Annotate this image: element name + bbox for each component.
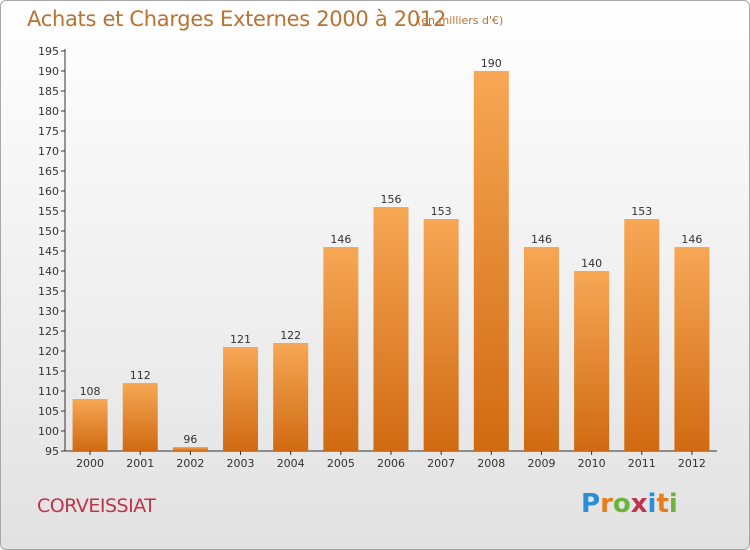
x-tick-label: 2009 xyxy=(527,457,555,470)
logo-letter: t xyxy=(656,489,669,519)
y-tick-label: 140 xyxy=(38,265,59,278)
bar xyxy=(223,347,259,451)
bars xyxy=(72,71,710,451)
x-tick-label: 2005 xyxy=(327,457,355,470)
y-tick-label: 175 xyxy=(38,125,59,138)
y-tick-label: 130 xyxy=(38,305,59,318)
x-axis: 2000 2001 2002 2003 2004 2005 2006 2007 2008 2009… xyxy=(65,450,717,470)
y-tick-label: 105 xyxy=(38,405,59,418)
y-tick-label: 180 xyxy=(38,105,59,118)
bar xyxy=(373,207,409,451)
y-tick-label: 195 xyxy=(38,45,59,58)
x-tick-label: 2010 xyxy=(578,457,606,470)
y-tick-label: 190 xyxy=(38,65,59,78)
data-label: 153 xyxy=(431,205,452,218)
y-tick-label: 125 xyxy=(38,325,59,338)
y-tick-label: 160 xyxy=(38,185,59,198)
y-tick-label: 170 xyxy=(38,145,59,158)
bar xyxy=(122,383,158,451)
y-tick-label: 115 xyxy=(38,365,59,378)
bar xyxy=(273,343,309,451)
data-label: 108 xyxy=(80,385,101,398)
x-tick-label: 2000 xyxy=(76,457,104,470)
data-label: 96 xyxy=(183,433,197,446)
bar xyxy=(674,247,710,451)
y-tick-label: 100 xyxy=(38,425,59,438)
y-tick-label: 95 xyxy=(45,445,59,458)
y-tick-label: 155 xyxy=(38,205,59,218)
y-tick-label: 110 xyxy=(38,385,59,398)
bar xyxy=(323,247,359,451)
data-labels: 108 112 96 121 122 146 156 153 190 146 140 153 146 xyxy=(80,57,703,446)
logo-letter: r xyxy=(600,489,613,519)
data-label: 153 xyxy=(631,205,652,218)
logo-letter: i xyxy=(668,489,678,519)
logo-letter: i xyxy=(647,489,657,519)
x-tick-label: 2008 xyxy=(477,457,505,470)
x-tick-label: 2003 xyxy=(227,457,255,470)
bar xyxy=(72,399,108,451)
x-tick-label: 2002 xyxy=(176,457,204,470)
data-label: 156 xyxy=(381,193,402,206)
x-tick-label: 2012 xyxy=(678,457,706,470)
x-tick-label: 2001 xyxy=(126,457,154,470)
logo-letter: x xyxy=(630,489,648,519)
y-tick-label: 120 xyxy=(38,345,59,358)
chart-title: Achats et Charges Externes 2000 à 2012 xyxy=(27,7,447,31)
x-tick-label: 2011 xyxy=(628,457,656,470)
y-tick-label: 135 xyxy=(38,285,59,298)
chart-subtitle: (en milliers d'€) xyxy=(417,14,504,27)
bar xyxy=(624,219,660,451)
logo-letter: P xyxy=(581,489,601,519)
data-label: 190 xyxy=(481,57,502,70)
bar xyxy=(423,219,459,451)
x-tick-label: 2007 xyxy=(427,457,455,470)
proxiti-logo: Proxiti xyxy=(581,489,678,519)
data-label: 122 xyxy=(280,329,301,342)
x-tick-label: 2006 xyxy=(377,457,405,470)
y-tick-label: 145 xyxy=(38,245,59,258)
bar xyxy=(523,247,559,451)
y-axis: 95 100 105 110 115 120 125 130 135 140 145 150 155 16… xyxy=(38,45,66,458)
data-label: 140 xyxy=(581,257,602,270)
bar xyxy=(172,447,208,451)
bar xyxy=(473,71,509,451)
data-label: 146 xyxy=(531,233,552,246)
y-tick-label: 185 xyxy=(38,85,59,98)
data-label: 112 xyxy=(130,369,151,382)
data-label: 121 xyxy=(230,333,251,346)
x-tick-label: 2004 xyxy=(277,457,305,470)
data-label: 146 xyxy=(330,233,351,246)
bar xyxy=(574,271,610,451)
data-label: 146 xyxy=(681,233,702,246)
commune-name: CORVEISSIAT xyxy=(37,495,156,517)
logo-letter: o xyxy=(612,489,631,519)
y-tick-label: 150 xyxy=(38,225,59,238)
y-tick-label: 165 xyxy=(38,165,59,178)
